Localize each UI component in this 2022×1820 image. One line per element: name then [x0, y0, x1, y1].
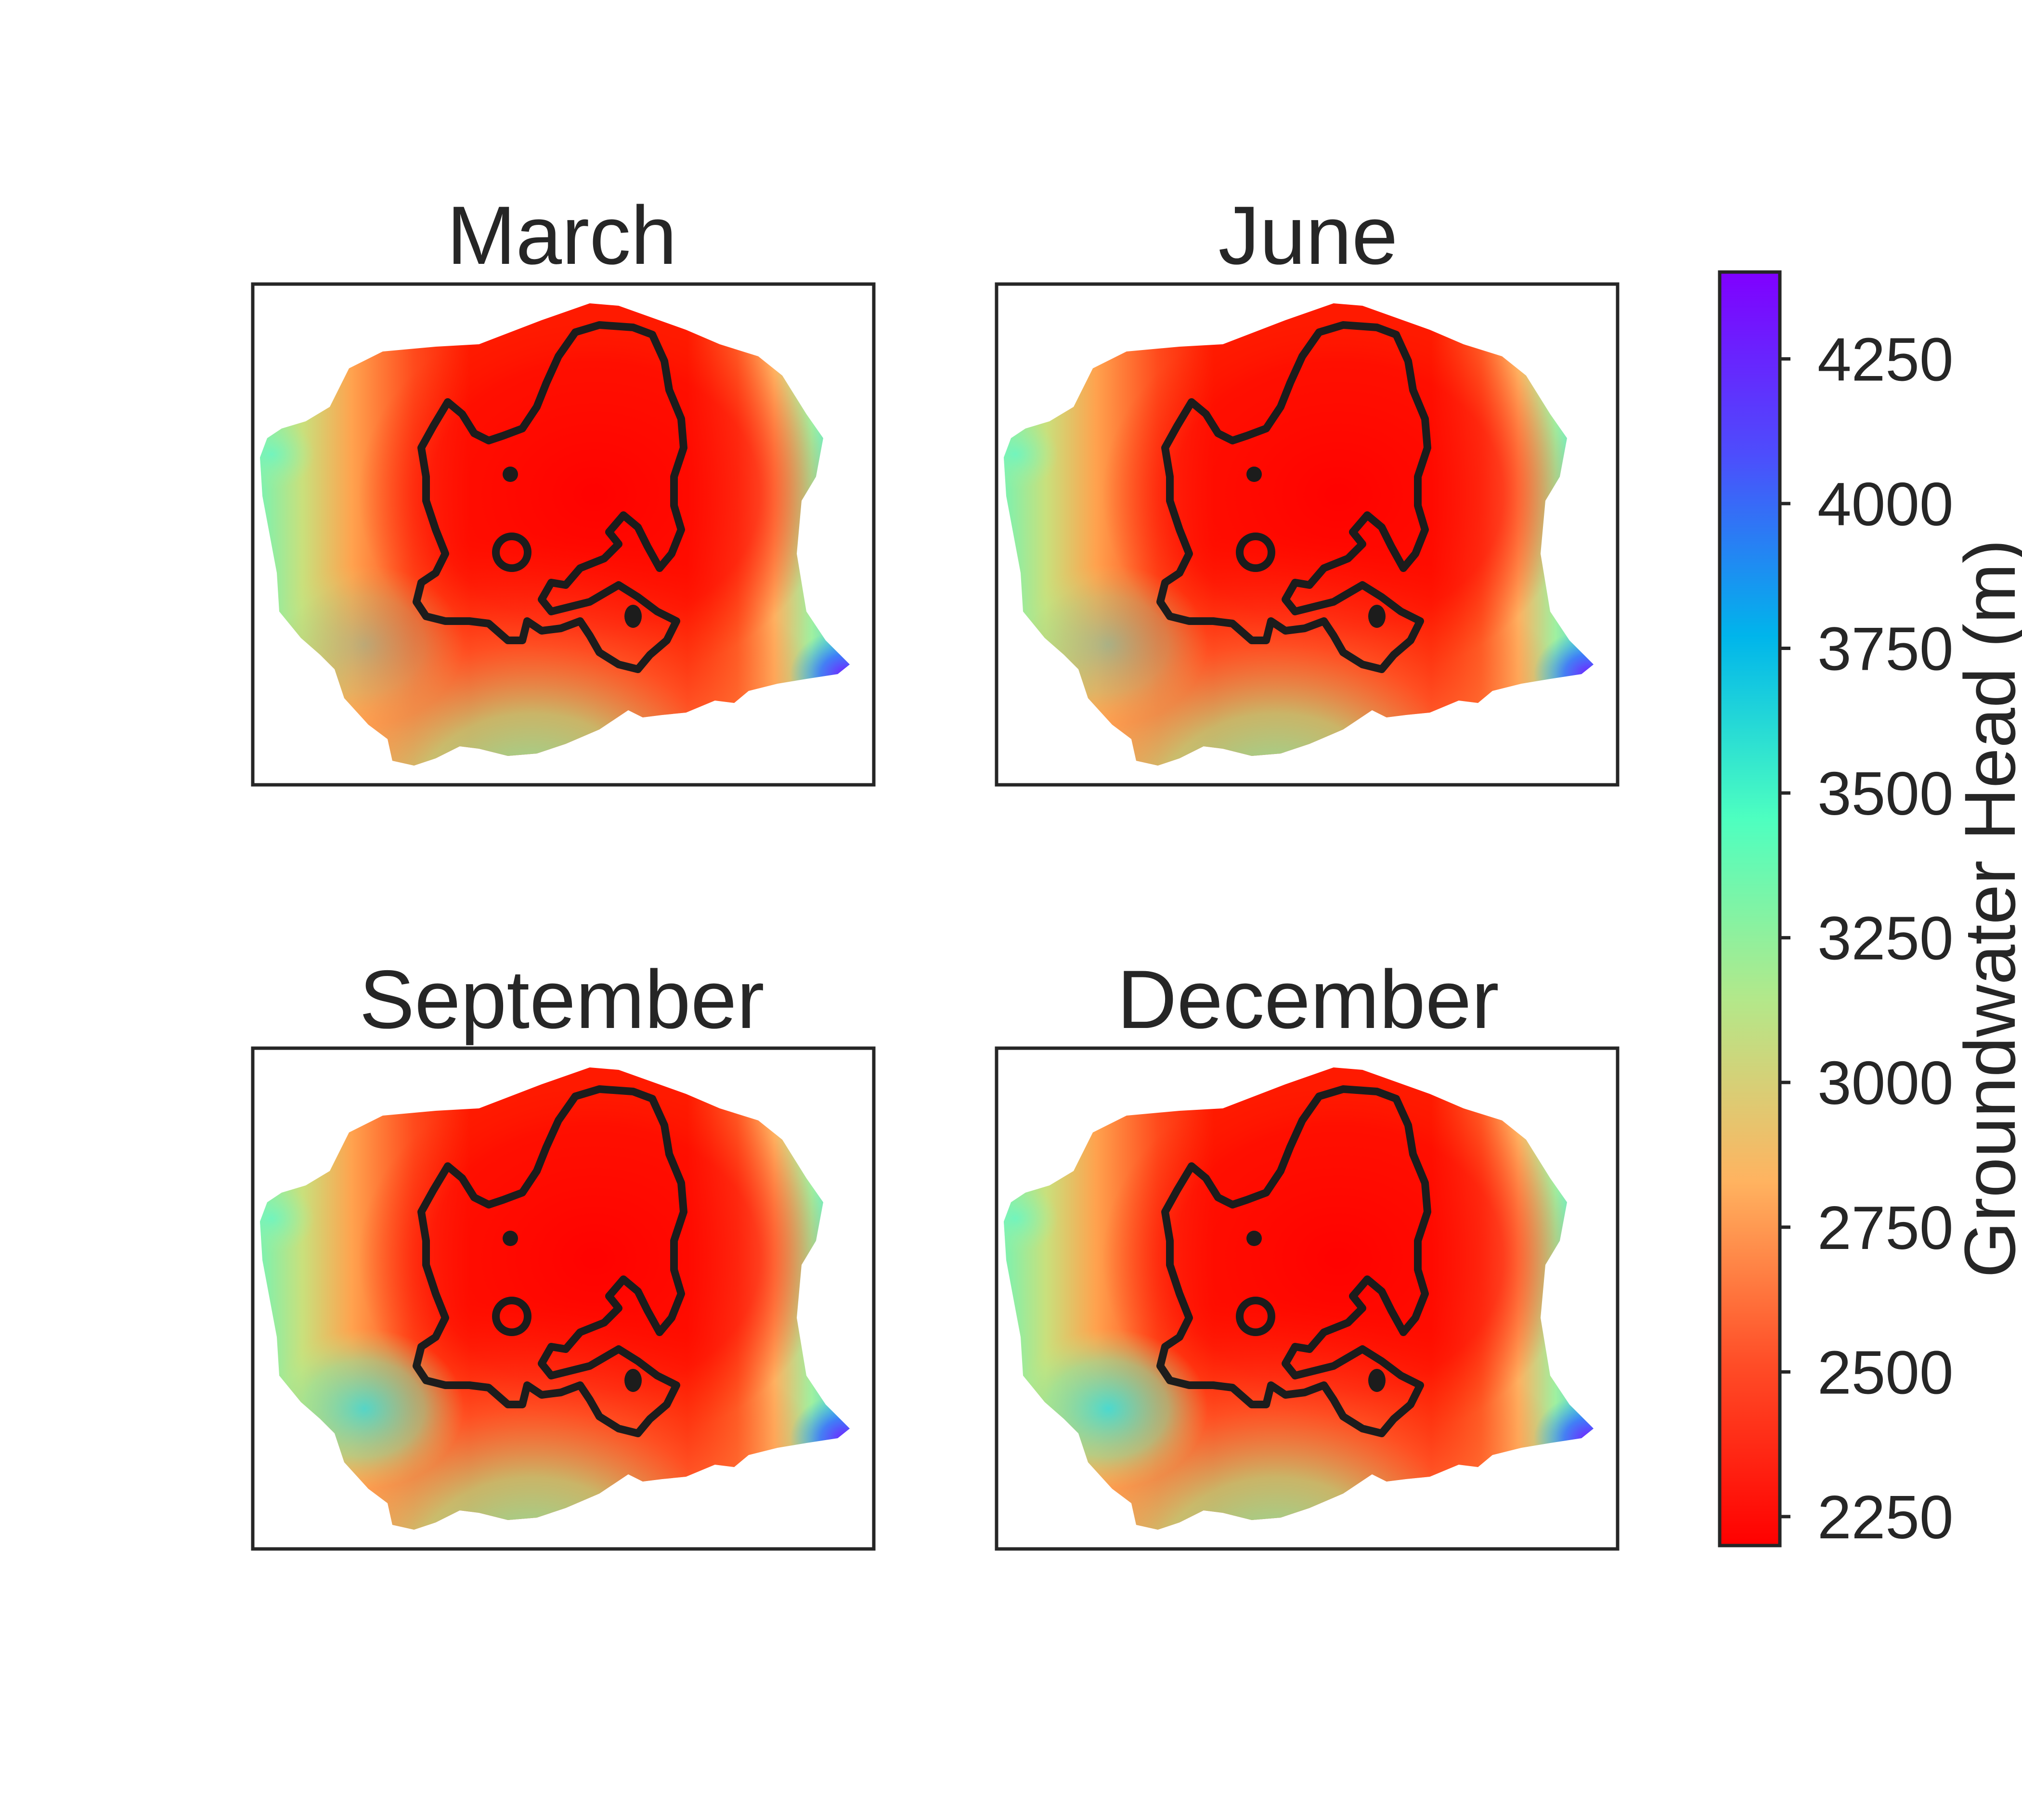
panel-title-december: December: [1117, 953, 1499, 1046]
colorbar-tick-label: 3500: [1817, 759, 1954, 828]
basin-outline-march: [413, 321, 687, 673]
panel-june: [995, 282, 1620, 787]
basin-loop-march: [492, 533, 531, 572]
basin-outline-june: [1156, 321, 1431, 673]
colorbar-ticks: 2250 2500 2750 3000 3250 3500 3750 4000 4250: [1780, 325, 1954, 1551]
colorbar-tick-label: 4250: [1817, 325, 1954, 393]
basin-outline-december: [1156, 1085, 1431, 1437]
basin-loop-june: [1236, 533, 1275, 572]
basin-point-march: [503, 467, 518, 482]
basin-loop-september: [492, 1297, 531, 1336]
panel-september: [251, 1046, 876, 1551]
axes-frame-december: [995, 1046, 1620, 1551]
colorbar-tick-label: 3000: [1817, 1049, 1954, 1117]
colorbar-label: Groundwater Head (m): [1949, 539, 2022, 1278]
colorbar-tick-label: 3750: [1817, 614, 1954, 683]
basin-blob-december: [1368, 1369, 1386, 1392]
panel-title-march: March: [447, 189, 677, 282]
colorbar: 2250 2500 2750 3000 3250 3500 3750 4000 4250 Gro…: [1718, 270, 2022, 1551]
colorbar-tick-label: 4000: [1817, 470, 1954, 538]
colorbar-tick-label: 2500: [1817, 1338, 1954, 1406]
colorbar-tick-label: 3250: [1817, 904, 1954, 973]
basin-blob-march: [624, 605, 642, 628]
basin-blob-september: [624, 1369, 642, 1392]
basin-point-september: [503, 1231, 518, 1246]
axes-frame-september: [251, 1046, 876, 1551]
axes-frame-march: [251, 282, 876, 787]
panel-title-june: June: [1218, 189, 1398, 282]
panels-layer: [251, 282, 1620, 1551]
colorbar-gradient: [1720, 272, 1780, 1546]
panel-december: [995, 1046, 1620, 1551]
colorbar-tick-label: 2250: [1817, 1483, 1954, 1551]
heatmap-field-september: [260, 1067, 850, 1530]
basin-blob-june: [1368, 605, 1386, 628]
basin-loop-december: [1236, 1297, 1275, 1336]
heatmap-field-march: [260, 303, 850, 766]
heatmap-field-june: [1004, 303, 1594, 766]
basin-point-june: [1246, 467, 1262, 482]
colorbar-tick-label: 2750: [1817, 1194, 1954, 1262]
panel-march: [251, 282, 876, 787]
heatmap-field-december: [1004, 1067, 1594, 1530]
colorbar-frame: [1718, 270, 1782, 1547]
panel-title-september: September: [359, 953, 764, 1046]
axes-frame-june: [995, 282, 1620, 787]
basin-point-december: [1246, 1231, 1262, 1246]
basin-outline-september: [413, 1085, 687, 1437]
